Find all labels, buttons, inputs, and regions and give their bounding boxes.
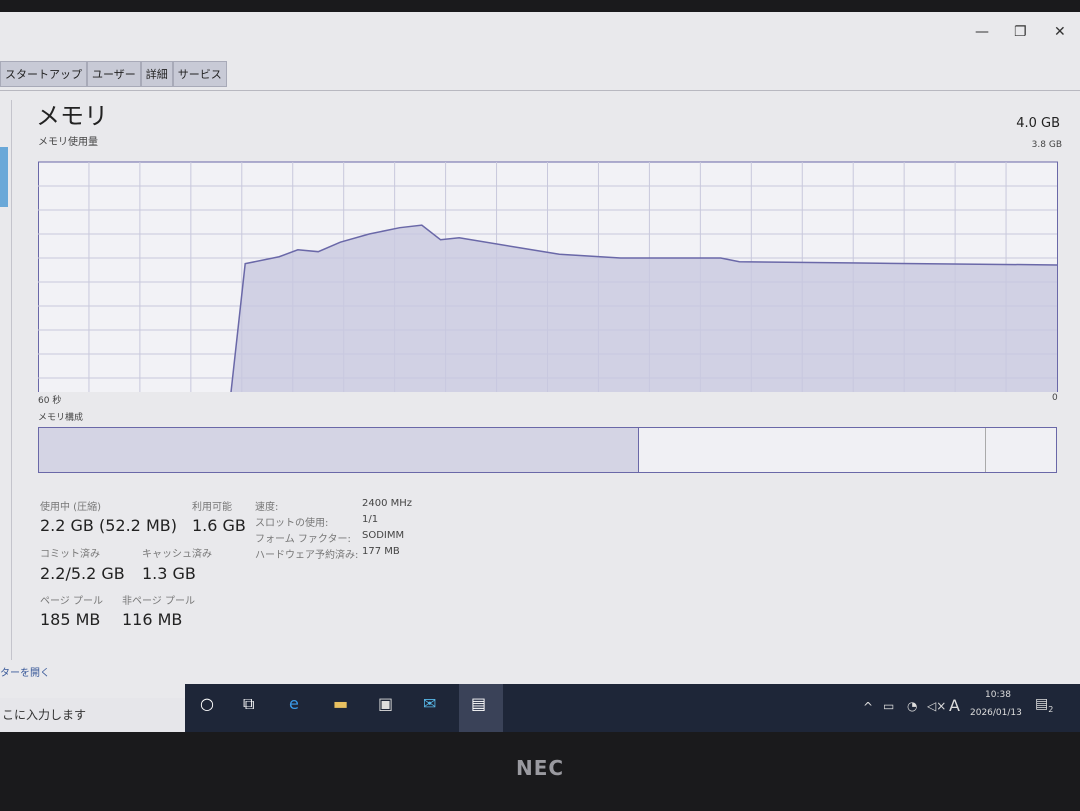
usage-area [231, 225, 1057, 392]
taskbar: ○ ⧉ e ▬ ▣ ✉ ▤ ^ ▭ ◔ ◁× A 10:38 2026/01/1… [185, 684, 1080, 732]
notification-count: 2 [1048, 704, 1054, 714]
wifi-icon[interactable]: ◔ [907, 699, 918, 713]
paged-pool-label: ページ プール [40, 596, 103, 607]
search-placeholder: こに入力します [2, 708, 87, 722]
usage-label: メモリ使用量 [38, 137, 98, 148]
task-view-icon[interactable]: ⧉ [243, 694, 255, 713]
reserved-label: ハードウェア予約済み: [255, 550, 359, 561]
tab-startup[interactable]: スタートアップ [0, 61, 87, 87]
available-label: 利用可能 [192, 502, 232, 513]
cortana-icon[interactable]: ○ [200, 694, 214, 713]
edge-icon[interactable]: e [289, 694, 299, 713]
form-factor-value: SODIMM [362, 530, 405, 541]
tab-details[interactable]: 詳細 [140, 61, 173, 87]
tab-services[interactable]: サービス [172, 61, 227, 87]
memory-composition-bar [38, 427, 1057, 473]
taskbar-search[interactable]: こに入力します [0, 698, 185, 732]
tab-bar: スタートアップ ユーザー 詳細 サービス [0, 58, 1080, 91]
screen: — ❐ ✕ スタートアップ ユーザー 詳細 サービス メモリ 4.0 GB メモリ使用… [0, 12, 1080, 732]
nonpaged-pool-label: 非ページ プール [122, 596, 195, 607]
slots-value: 1/1 [362, 514, 379, 525]
speed-value: 2400 MHz [362, 498, 413, 509]
cached-value: 1.3 GB [142, 564, 196, 583]
file-explorer-icon[interactable]: ▬ [333, 694, 349, 713]
nec-logo: NEC [515, 756, 565, 780]
x-left-label: 60 秒 [38, 396, 62, 406]
composition-label: メモリ構成 [38, 413, 84, 423]
segment-divider [985, 428, 986, 472]
open-resource-monitor-link[interactable]: ターを開く [0, 668, 50, 679]
tab-users[interactable]: ユーザー [87, 61, 141, 87]
divider [11, 100, 12, 660]
reserved-value: 177 MB [362, 546, 400, 557]
minimize-button[interactable]: — [975, 24, 989, 40]
in-use-label: 使用中 (圧縮) [40, 502, 101, 513]
volume-muted-icon[interactable]: ◁× [927, 699, 947, 713]
in-use-value: 2.2 GB (52.2 MB) [40, 516, 177, 535]
restore-button[interactable]: ❐ [1014, 24, 1027, 40]
slots-label: スロットの使用: [255, 518, 329, 529]
speed-label: 速度: [255, 502, 279, 513]
form-factor-label: フォーム ファクター: [255, 534, 351, 545]
available-value: 1.6 GB [192, 516, 246, 535]
page-title: メモリ [36, 102, 108, 130]
max-label: 3.8 GB [1031, 140, 1062, 150]
mail-icon[interactable]: ✉ [423, 694, 437, 713]
notifications-icon[interactable]: ▤2 [1035, 696, 1054, 714]
ime-indicator[interactable]: A [949, 696, 960, 715]
close-button[interactable]: ✕ [1054, 24, 1066, 40]
committed-label: コミット済み [40, 549, 100, 560]
clock-time[interactable]: 10:38 [985, 690, 1011, 700]
x-right-label: 0 [1052, 393, 1058, 403]
usage-line [230, 224, 1058, 392]
committed-value: 2.2/5.2 GB [40, 564, 125, 583]
paged-pool-value: 185 MB [40, 610, 101, 629]
memory-usage-chart [38, 161, 1058, 392]
battery-icon[interactable]: ▭ [883, 699, 895, 713]
clock-date[interactable]: 2026/01/13 [970, 708, 1022, 718]
cached-label: キャッシュ済み [142, 549, 212, 560]
show-hidden-icons[interactable]: ^ [863, 700, 874, 714]
total-memory: 4.0 GB [1016, 116, 1060, 131]
sidebar-selection[interactable] [0, 147, 8, 207]
task-manager-icon[interactable]: ▤ [459, 684, 503, 732]
store-icon[interactable]: ▣ [378, 694, 394, 713]
nonpaged-pool-value: 116 MB [122, 610, 183, 629]
in-use-segment [39, 428, 640, 472]
